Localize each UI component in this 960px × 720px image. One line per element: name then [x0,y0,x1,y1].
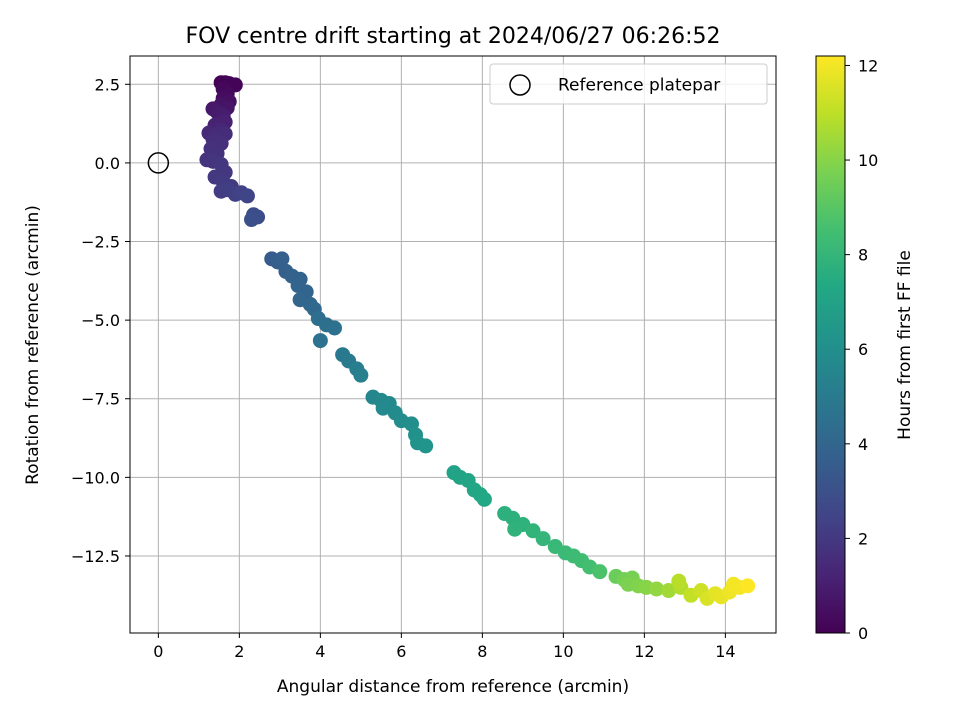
data-point [312,333,328,349]
legend-box [489,63,768,105]
legend-label: Reference platepar [558,76,720,96]
data-point [525,523,541,539]
colorbar-tick-label: 0 [858,624,868,643]
x-axis-ticks: 0 2 4 6 8 10 12 14 [153,633,736,661]
data-point [239,188,255,204]
x-tick-label: 6 [396,642,406,661]
data-point [375,400,391,416]
data-point [661,583,677,599]
colorbar-tick-label: 10 [858,151,878,170]
x-tick-label: 10 [553,642,573,661]
data-point [274,251,290,267]
plot-background [130,56,776,633]
y-tick-label: 2.5 [95,75,120,94]
colorbar-label: Hours from first FF file [895,250,915,440]
data-point [740,578,756,594]
plot-frame [129,55,777,634]
x-axis-label: Angular distance from reference (arcmin) [277,677,629,697]
x-tick-label: 8 [477,642,487,661]
colorbar-tick-label: 2 [858,529,868,548]
legend: Reference platepar [489,63,768,105]
y-tick-label: 0.0 [95,154,120,173]
colorbar [815,55,846,634]
colorbar-ticks: 0 2 4 6 8 10 12 [845,56,878,643]
x-tick-label: 0 [153,642,163,661]
data-point [353,367,369,383]
x-tick-label: 2 [234,642,244,661]
x-tick-label: 4 [315,642,325,661]
colorbar-tick-label: 8 [858,246,868,265]
colorbar-tick-label: 12 [858,56,878,75]
y-tick-label: −2.5 [81,233,120,252]
data-points [199,75,756,606]
data-point [649,581,665,597]
colorbar-tick-label: 4 [858,435,868,454]
data-point [327,320,343,336]
y-axis-label: Rotation from reference (arcmin) [23,205,43,485]
data-point [244,212,260,228]
chart-title: FOV centre drift starting at 2024/06/27 … [186,24,721,49]
legend-open-circle-marker [509,74,531,96]
data-point [535,531,551,547]
data-point [671,573,687,589]
y-axis-ticks: 2.5 0.0 −2.5 −5.0 −7.5 −10.0 −12.5 [71,75,130,566]
data-point [592,564,608,580]
x-tick-label: 14 [715,642,735,661]
data-point [507,521,523,537]
data-point [476,491,492,507]
y-tick-label: −10.0 [71,468,120,487]
y-tick-label: −7.5 [81,390,120,409]
x-tick-label: 12 [634,642,654,661]
colorbar-tick-label: 6 [858,340,868,359]
y-tick-label: −5.0 [81,311,120,330]
reference-platepar-marker [147,152,170,174]
data-point [418,438,434,454]
y-tick-label: −12.5 [71,547,120,566]
